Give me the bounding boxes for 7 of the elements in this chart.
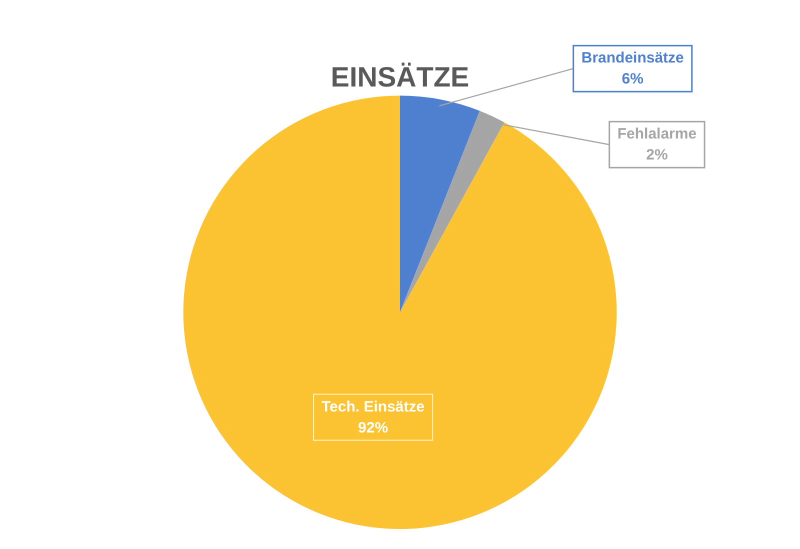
data-label: 6%	[622, 70, 644, 88]
slice-label: Fehlalarme	[617, 126, 697, 143]
slice-label: Tech. Einsätze	[322, 398, 425, 416]
data-label: 2%	[646, 146, 668, 164]
chart-title: EINSÄTZE	[330, 62, 470, 93]
data-label: 92%	[358, 419, 388, 436]
slice-label: Brandeinsätze	[581, 50, 684, 67]
